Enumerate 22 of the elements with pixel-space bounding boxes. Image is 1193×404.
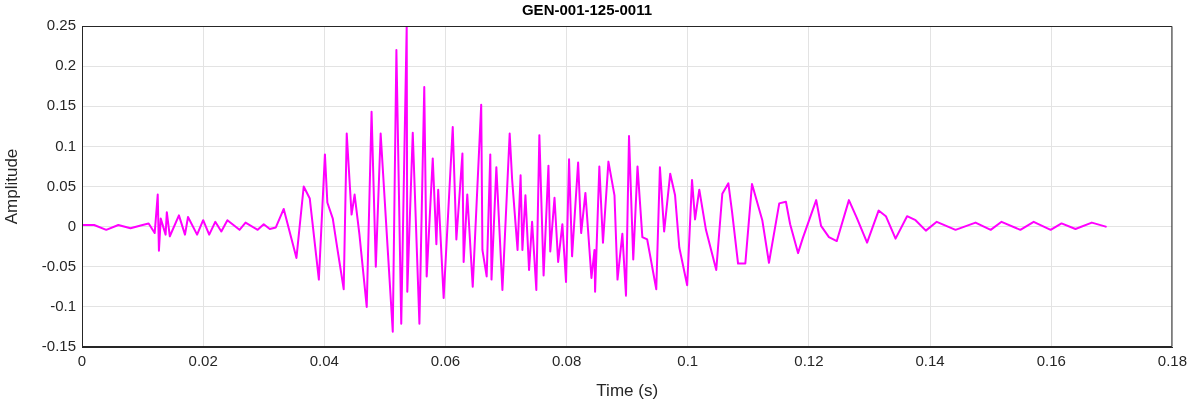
y-axis-title: Amplitude [1,148,21,225]
x-tick-label: 0.14 [915,352,945,370]
chart-title: GEN-001-125-0011 [521,1,653,19]
x-axis-title: Time (s) [596,381,659,401]
y-tick-label: 0.25 [46,16,76,34]
x-tick-label: 0.1 [677,352,699,370]
x-tick-label: 0 [77,352,87,370]
x-tick-label: 0.16 [1036,352,1066,370]
y-tick-label: 0.05 [46,176,76,194]
x-tick-label: 0.08 [552,352,582,370]
y-tick-label: 0.2 [55,56,76,74]
x-tick-label: 0.04 [309,352,339,370]
y-tick-label: -0.15 [41,337,76,355]
x-tick-label: 0.12 [794,352,824,370]
x-tick-label: 0.18 [1157,352,1187,370]
y-tick-label: 0 [67,216,76,234]
y-tick-label: 0.15 [46,96,76,114]
y-tick-label: -0.1 [50,297,76,315]
x-tick-label: 0.06 [430,352,461,370]
x-tick-label: 0.02 [188,352,218,370]
y-tick-label: -0.05 [41,256,76,274]
y-tick-label: 0.1 [55,136,76,154]
